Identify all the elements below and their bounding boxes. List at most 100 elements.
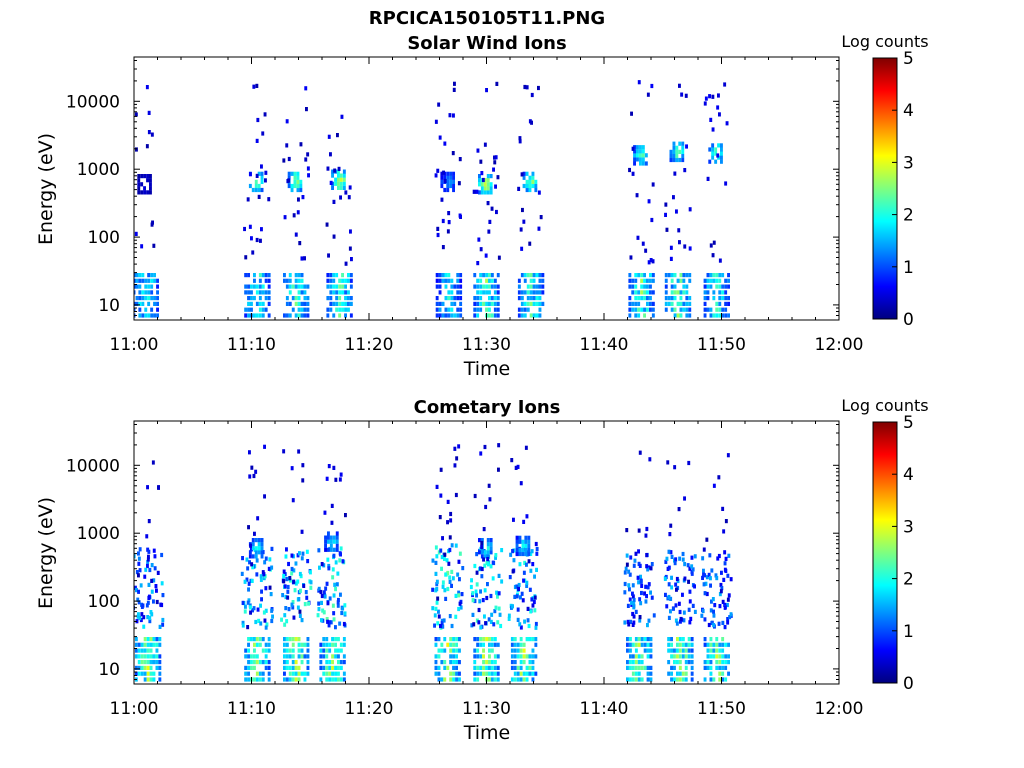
sparse-count-cell <box>439 467 443 472</box>
low-energy-cell <box>482 301 485 306</box>
sparse-count-cell <box>480 566 484 572</box>
colorbar-tick-label: 1 <box>903 258 914 278</box>
low-energy-cell <box>459 290 463 295</box>
mid-energy-cell <box>721 620 725 625</box>
low-energy-cell <box>155 637 159 642</box>
low-energy-cell <box>727 284 730 289</box>
low-energy-cell <box>297 296 301 301</box>
low-energy-cell <box>437 671 441 676</box>
low-energy-cell <box>482 637 485 642</box>
low-energy-cell <box>634 677 638 682</box>
mid-energy-cell <box>267 566 271 571</box>
sparse-count-cell <box>520 246 524 251</box>
mid-energy-cell <box>262 610 266 615</box>
low-energy-cell <box>458 671 461 676</box>
mid-energy-cell <box>475 618 479 623</box>
low-energy-cell <box>488 642 491 647</box>
mid-energy-cell <box>712 623 716 628</box>
low-energy-cell <box>718 654 722 659</box>
low-energy-cell <box>493 296 497 301</box>
low-energy-cell <box>258 273 262 278</box>
high-energy-cell <box>486 190 490 195</box>
mid-energy-cell <box>533 608 537 613</box>
low-energy-cell <box>517 278 521 283</box>
low-energy-cell <box>532 284 536 289</box>
low-energy-cell <box>727 313 730 318</box>
sparse-count-cell <box>347 195 351 200</box>
high-energy-cell <box>527 543 531 548</box>
high-energy-cell <box>440 183 444 189</box>
sparse-count-cell <box>348 246 352 251</box>
sparse-count-cell <box>157 485 160 490</box>
low-energy-cell <box>637 642 641 647</box>
y-axis-label-cometary: Energy (eV) <box>35 497 57 609</box>
low-energy-cell <box>493 307 497 312</box>
low-energy-cell <box>144 278 148 283</box>
high-energy-cell <box>290 171 294 176</box>
mid-energy-cell <box>147 582 151 587</box>
mid-energy-cell <box>146 559 150 565</box>
low-energy-cell <box>143 654 147 659</box>
low-energy-cell <box>459 278 463 283</box>
high-energy-cell <box>534 187 538 193</box>
low-energy-cell <box>476 677 480 682</box>
sparse-count-cell <box>453 463 457 468</box>
low-energy-cell <box>244 273 248 278</box>
sparse-count-cell <box>485 595 489 601</box>
low-energy-cell <box>522 677 526 682</box>
mid-energy-cell <box>137 600 141 605</box>
low-energy-cell <box>140 665 144 670</box>
mid-energy-cell <box>487 617 491 622</box>
low-energy-cell <box>513 660 517 665</box>
low-energy-cell <box>285 648 289 653</box>
low-energy-cell <box>328 660 332 665</box>
mid-energy-cell <box>715 576 719 581</box>
low-energy-cell <box>288 665 292 670</box>
low-energy-cell <box>331 637 334 642</box>
colorbar-tick-label: 4 <box>903 465 914 485</box>
low-energy-cell <box>493 642 497 647</box>
low-energy-cell <box>150 278 154 283</box>
high-energy-cell <box>527 547 531 553</box>
mid-energy-cell <box>693 609 697 614</box>
high-energy-cell <box>293 179 297 184</box>
high-energy-cell <box>140 190 144 195</box>
low-energy-cell <box>646 307 649 312</box>
sparse-count-cell <box>137 573 140 578</box>
low-energy-cell <box>446 642 450 647</box>
mid-energy-cell <box>317 548 321 553</box>
low-energy-cell <box>513 654 517 659</box>
sparse-count-cell <box>627 622 631 627</box>
low-energy-cell <box>513 665 517 670</box>
low-energy-cell <box>682 284 686 289</box>
low-energy-cell <box>347 296 350 301</box>
low-energy-cell <box>141 273 145 278</box>
low-energy-cell <box>628 301 632 306</box>
low-energy-cell <box>532 313 536 318</box>
low-energy-cell <box>344 284 347 289</box>
sparse-count-cell <box>519 481 523 486</box>
mid-energy-cell <box>517 582 521 588</box>
low-energy-cell <box>513 671 517 676</box>
low-energy-cell <box>294 665 298 670</box>
plot-area-cometary <box>134 421 839 684</box>
low-energy-cell <box>709 654 713 659</box>
low-energy-cell <box>144 313 148 318</box>
low-energy-cell <box>326 296 330 301</box>
low-energy-cell <box>485 290 488 295</box>
low-energy-cell <box>496 313 500 318</box>
mid-energy-cell <box>532 599 536 605</box>
mid-energy-cell <box>632 601 636 606</box>
mid-energy-cell <box>525 583 529 588</box>
sparse-count-cell <box>246 625 250 630</box>
low-energy-cell <box>267 284 271 289</box>
low-energy-cell <box>285 677 289 682</box>
high-energy-cell <box>486 178 490 183</box>
mid-energy-cell <box>681 592 684 597</box>
low-energy-cell <box>326 313 330 318</box>
low-energy-cell <box>538 296 542 301</box>
low-energy-cell <box>485 273 488 278</box>
low-energy-cell <box>634 642 638 647</box>
low-energy-cell <box>338 313 342 318</box>
mid-energy-cell <box>475 582 479 587</box>
